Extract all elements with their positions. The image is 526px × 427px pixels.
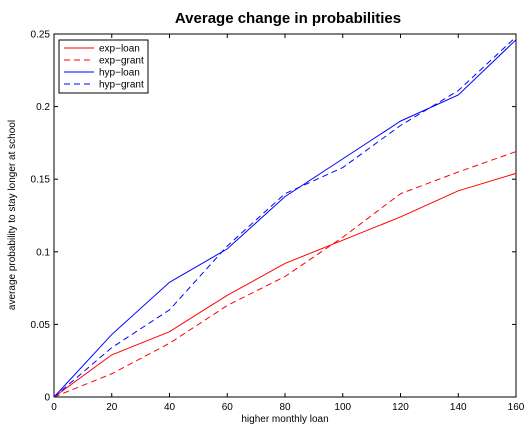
y-tick-label: 0.25 (31, 30, 51, 41)
legend-label-3: hyp−grant (99, 80, 144, 91)
legend-label-2: hyp−loan (99, 68, 140, 79)
x-tick-label: 0 (51, 402, 57, 413)
x-tick-label: 160 (508, 402, 525, 413)
series-lines (53, 36, 517, 398)
axis-ticks: 0 20 40 60 80 100 120 140 160 0 0.05 0.1 0.15 0.2 0.25 (31, 30, 525, 414)
y-axis-label: average probability to stay longer at sc… (7, 120, 18, 310)
x-tick-label: 20 (106, 402, 118, 413)
x-tick-label: 100 (334, 402, 351, 413)
x-tick-label: 40 (164, 402, 176, 413)
x-tick-label: 80 (279, 402, 291, 413)
y-tick-label: 0.1 (36, 247, 50, 258)
y-tick-label: 0.2 (36, 102, 50, 113)
plot-area (53, 33, 517, 398)
x-axis-label: higher monthly loan (241, 414, 328, 425)
y-tick-label: 0 (44, 393, 50, 404)
series-line-1 (53, 151, 517, 398)
x-tick-label: 60 (222, 402, 234, 413)
legend-label-1: exp−grant (99, 56, 144, 67)
x-tick-label: 120 (392, 402, 409, 413)
y-tick-label: 0.15 (31, 175, 51, 186)
series-line-2 (53, 39, 517, 398)
x-tick-label: 140 (450, 402, 467, 413)
series-line-0 (53, 172, 517, 398)
legend-label-0: exp−loan (99, 44, 140, 55)
y-tick-label: 0.05 (31, 320, 51, 331)
legend-box (58, 39, 149, 94)
chart-title: Average change in probabilities (175, 10, 401, 27)
